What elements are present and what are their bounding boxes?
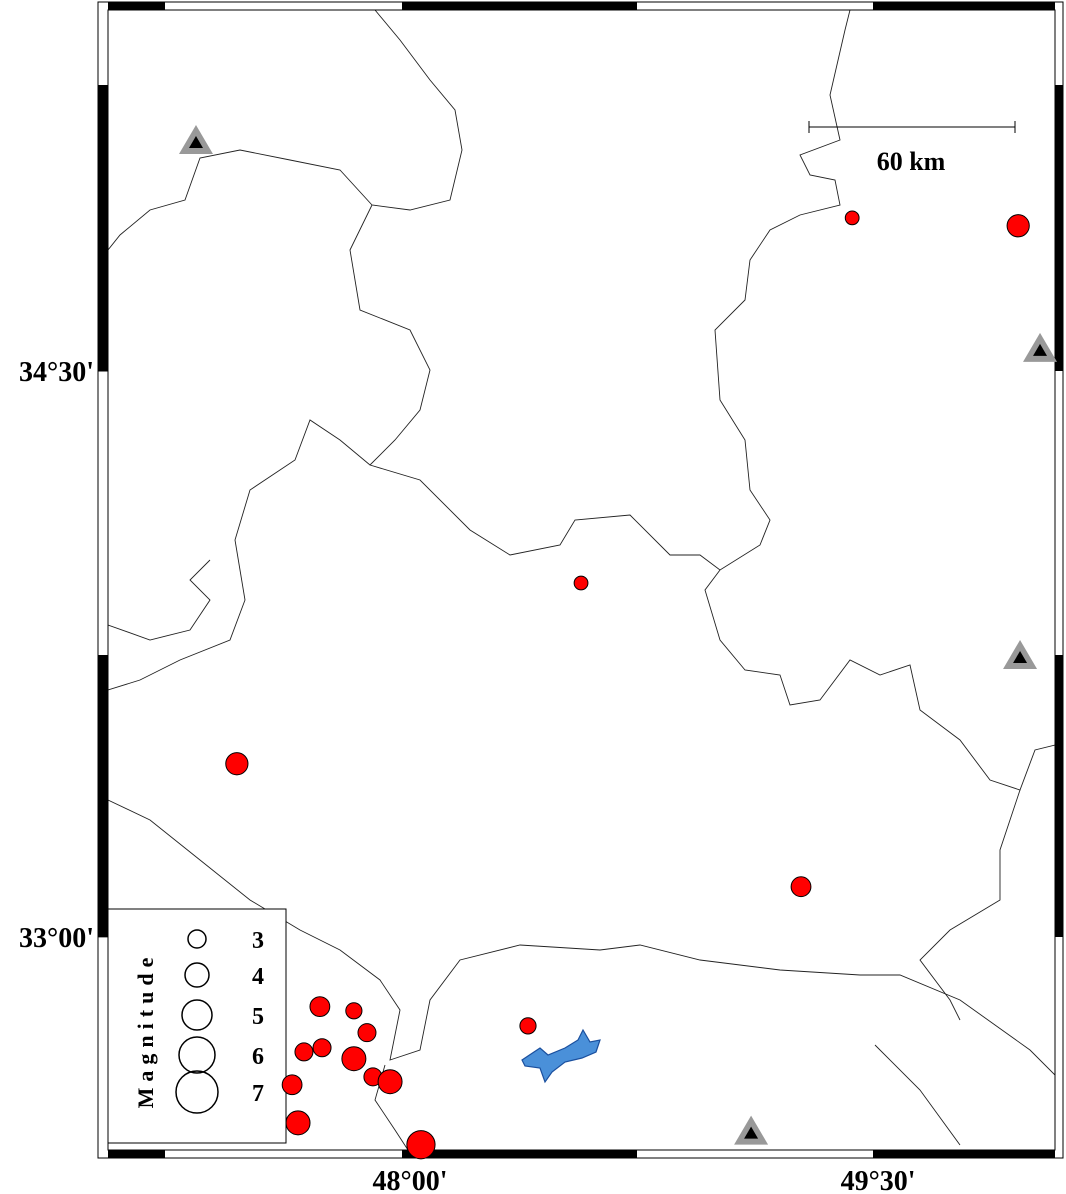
- legend-label: 5: [252, 1004, 264, 1030]
- legend-circle: [175, 1070, 219, 1114]
- legend-circle: [187, 929, 207, 949]
- station-core: [744, 1126, 759, 1139]
- border: [919, 789, 1021, 1021]
- event: [309, 996, 331, 1018]
- legend-circle: [181, 999, 213, 1031]
- border: [369, 10, 851, 571]
- border: [108, 10, 463, 251]
- event: [519, 1017, 537, 1035]
- scale-label: 60 km: [877, 147, 946, 176]
- event: [844, 210, 860, 226]
- scale-bar: [808, 121, 1016, 133]
- legend-circle: [178, 1036, 216, 1074]
- lake: [521, 1028, 601, 1084]
- event: [341, 1046, 367, 1072]
- border: [874, 1044, 961, 1146]
- event: [1006, 214, 1030, 238]
- border: [108, 559, 211, 641]
- station-core: [1033, 343, 1048, 356]
- event: [790, 876, 812, 898]
- station-core: [1013, 650, 1028, 663]
- y-tick-label: 34°30': [19, 357, 94, 388]
- legend-label: 3: [252, 928, 264, 954]
- x-tick-label: 49°30': [841, 1166, 916, 1194]
- x-tick-label: 48°00': [373, 1166, 448, 1194]
- legend-label: 6: [252, 1044, 264, 1070]
- legend-label: 4: [252, 964, 264, 990]
- frame: [97, 1, 1064, 1159]
- legend-title: Magnitude: [133, 952, 158, 1109]
- event: [377, 1069, 403, 1095]
- event: [285, 1110, 311, 1136]
- event: [294, 1042, 314, 1062]
- event: [225, 752, 249, 776]
- event: [357, 1023, 377, 1043]
- legend-circle: [184, 962, 210, 988]
- event: [312, 1038, 332, 1058]
- event: [406, 1130, 436, 1160]
- border: [704, 569, 1055, 791]
- event: [573, 575, 589, 591]
- station-core: [188, 136, 203, 149]
- event: [345, 1002, 363, 1020]
- legend-label: 7: [252, 1081, 264, 1107]
- event: [281, 1074, 303, 1096]
- y-tick-label: 33°00': [19, 923, 94, 954]
- border: [108, 204, 431, 691]
